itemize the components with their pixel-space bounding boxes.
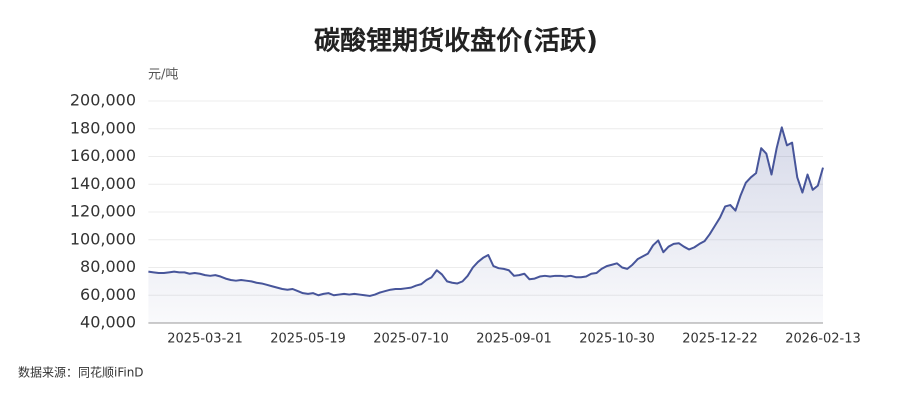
x-tick-label: 2025-12-22	[682, 332, 758, 347]
x-tick-label: 2025-10-30	[579, 332, 655, 347]
chart-title: 碳酸锂期货收盘价(活跃)	[314, 26, 598, 57]
area	[148, 127, 823, 323]
x-tick-label: 2025-03-21	[167, 332, 243, 347]
y-unit: 元/吨	[148, 68, 178, 83]
x-tick-label: 2025-09-01	[476, 332, 552, 347]
x-tick-label: 2026-02-13	[785, 332, 861, 347]
y-tick-label: 140,000	[70, 174, 136, 193]
line	[148, 126, 824, 297]
x-tick-label: 2025-05-19	[270, 332, 346, 347]
y-tick-label: 40,000	[80, 313, 136, 332]
x-tick-label: 2025-07-10	[373, 332, 449, 347]
y-tick-label: 100,000	[70, 229, 136, 248]
y-tick-label: 180,000	[70, 118, 136, 137]
y-tick-label: 60,000	[80, 285, 136, 304]
y-tick-label: 160,000	[70, 146, 136, 165]
source-note: 数据来源：同花顺iFinD	[18, 365, 144, 380]
y-tick-label: 80,000	[80, 257, 136, 276]
y-tick-label: 200,000	[70, 91, 136, 110]
y-tick-label: 120,000	[70, 202, 136, 221]
